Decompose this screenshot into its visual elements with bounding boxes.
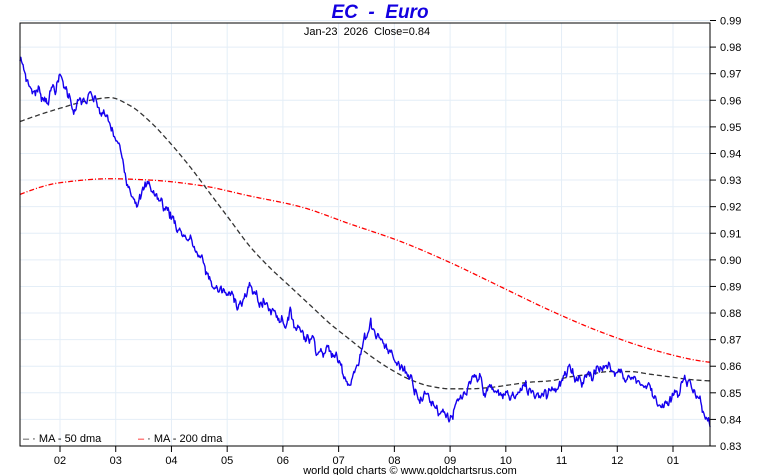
- svg-text:0.90: 0.90: [720, 255, 741, 267]
- svg-text:0.92: 0.92: [720, 202, 741, 214]
- svg-text:0.83: 0.83: [720, 441, 741, 453]
- svg-text:0.84: 0.84: [720, 414, 741, 426]
- svg-text:0.91: 0.91: [720, 228, 741, 240]
- svg-text:0.88: 0.88: [720, 308, 741, 320]
- svg-text:0.98: 0.98: [720, 42, 741, 54]
- svg-text:0.95: 0.95: [720, 122, 741, 134]
- svg-text:0.97: 0.97: [720, 69, 741, 81]
- svg-text:0.96: 0.96: [720, 95, 741, 107]
- svg-text:0.94: 0.94: [720, 148, 741, 160]
- svg-text:0.93: 0.93: [720, 175, 741, 187]
- svg-text:0.87: 0.87: [720, 335, 741, 347]
- svg-text:0.89: 0.89: [720, 281, 741, 293]
- svg-text:0.86: 0.86: [720, 361, 741, 373]
- svg-text:0.85: 0.85: [720, 388, 741, 400]
